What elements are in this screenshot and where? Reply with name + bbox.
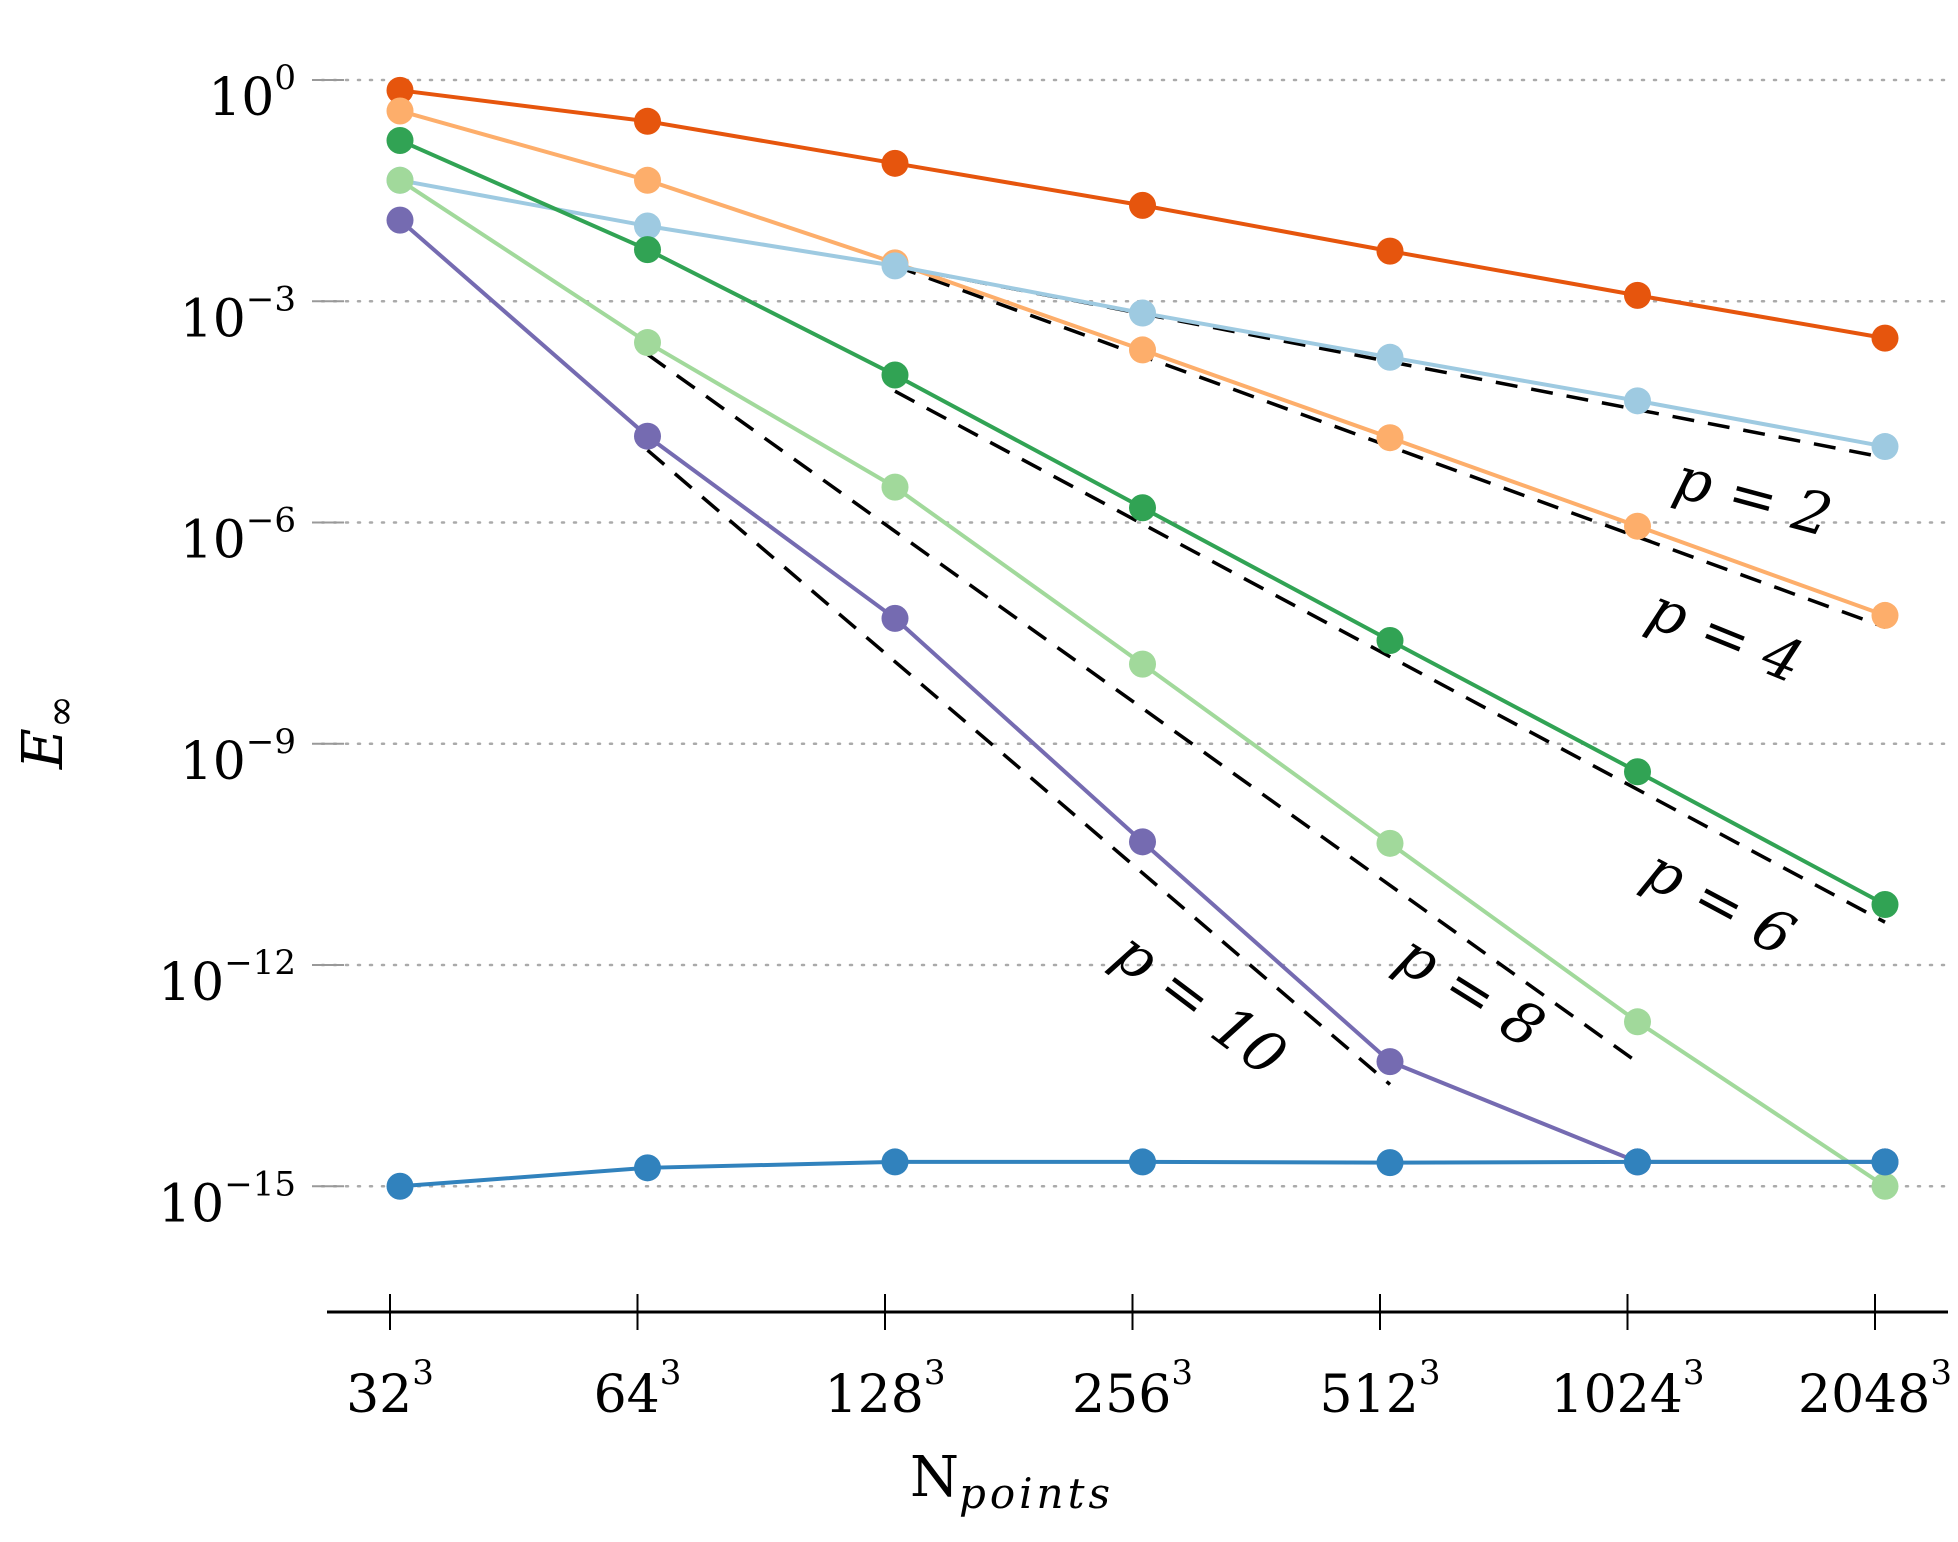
- x-tick-label: 2563: [1072, 1353, 1193, 1425]
- reference-line: [646, 352, 1639, 1064]
- y-tick-label: 10−12: [158, 943, 296, 1013]
- data-point: [881, 252, 909, 280]
- y-tick-label: 10−15: [158, 1164, 296, 1234]
- data-point: [1624, 1008, 1651, 1036]
- data-point: [386, 166, 414, 194]
- data-point: [634, 329, 661, 357]
- data-point: [1129, 336, 1156, 364]
- slope-labels: p = 2p = 4p = 6p = 8p = 10: [1101, 443, 1839, 1090]
- data-point: [1376, 424, 1404, 452]
- data-point: [634, 236, 661, 264]
- data-point: [1129, 494, 1156, 522]
- y-axis-title: E∞: [11, 695, 84, 770]
- data-point: [1624, 758, 1651, 786]
- data-point: [1624, 512, 1651, 540]
- data-point: [1871, 891, 1899, 919]
- data-point: [1624, 1148, 1651, 1176]
- data-point: [386, 1172, 414, 1200]
- slope-label: p = 10: [1101, 918, 1299, 1091]
- data-point: [881, 361, 909, 389]
- x-axis-title: Npoints: [910, 1445, 1114, 1518]
- data-point: [1376, 1048, 1404, 1076]
- reference-slope-lines: [646, 264, 1886, 1086]
- y-tick-label: 10−9: [180, 722, 296, 792]
- data-point: [634, 1154, 661, 1182]
- slope-label: p = 6: [1633, 835, 1806, 970]
- slope-label: p = 2: [1667, 443, 1839, 550]
- data-point: [1871, 433, 1899, 461]
- data-point: [1871, 601, 1899, 629]
- data-point: [1871, 1172, 1899, 1200]
- reference-line: [894, 389, 1886, 924]
- data-point: [634, 212, 661, 240]
- data-point: [386, 76, 414, 104]
- data-point: [386, 97, 414, 125]
- axes: 100 10−3 10−6 10−9 10−12 10−15 323 643 1283 2563 5…: [158, 58, 1952, 1425]
- data-point: [1871, 324, 1899, 352]
- data-point: [1871, 1148, 1899, 1176]
- data-point: [1129, 191, 1156, 219]
- x-tick-label: 10243: [1551, 1353, 1705, 1425]
- data-point: [634, 166, 661, 194]
- y-tick-label: 100: [208, 58, 296, 128]
- x-tick-label: 1283: [825, 1353, 946, 1425]
- x-tick-label: 643: [594, 1353, 682, 1425]
- data-point: [1129, 828, 1156, 856]
- data-point: [386, 206, 414, 234]
- data-point: [881, 604, 909, 632]
- data-point: [1129, 1148, 1156, 1176]
- y-tick-label: 10−3: [180, 279, 296, 349]
- data-series: [386, 76, 1899, 1200]
- data-point: [1129, 650, 1156, 678]
- data-point: [1376, 343, 1404, 371]
- data-point: [1376, 829, 1404, 857]
- data-point: [881, 1148, 909, 1176]
- x-tick-label: 20483: [1798, 1353, 1952, 1425]
- reference-line: [646, 448, 1392, 1086]
- data-point: [881, 149, 909, 177]
- series-line: [398, 178, 1887, 1188]
- reference-line: [894, 264, 1886, 629]
- x-tick-label: 323: [346, 1353, 434, 1425]
- data-point: [881, 473, 909, 501]
- data-point: [634, 107, 661, 135]
- data-point: [1376, 627, 1404, 654]
- data-point: [1624, 281, 1651, 309]
- y-tick-label: 10−6: [180, 501, 296, 571]
- data-point: [634, 422, 661, 450]
- data-point: [1376, 1149, 1404, 1177]
- data-point: [386, 126, 414, 154]
- data-point: [1376, 237, 1404, 265]
- data-point: [1624, 387, 1651, 415]
- x-tick-label: 5123: [1320, 1353, 1441, 1425]
- data-point: [1129, 299, 1156, 327]
